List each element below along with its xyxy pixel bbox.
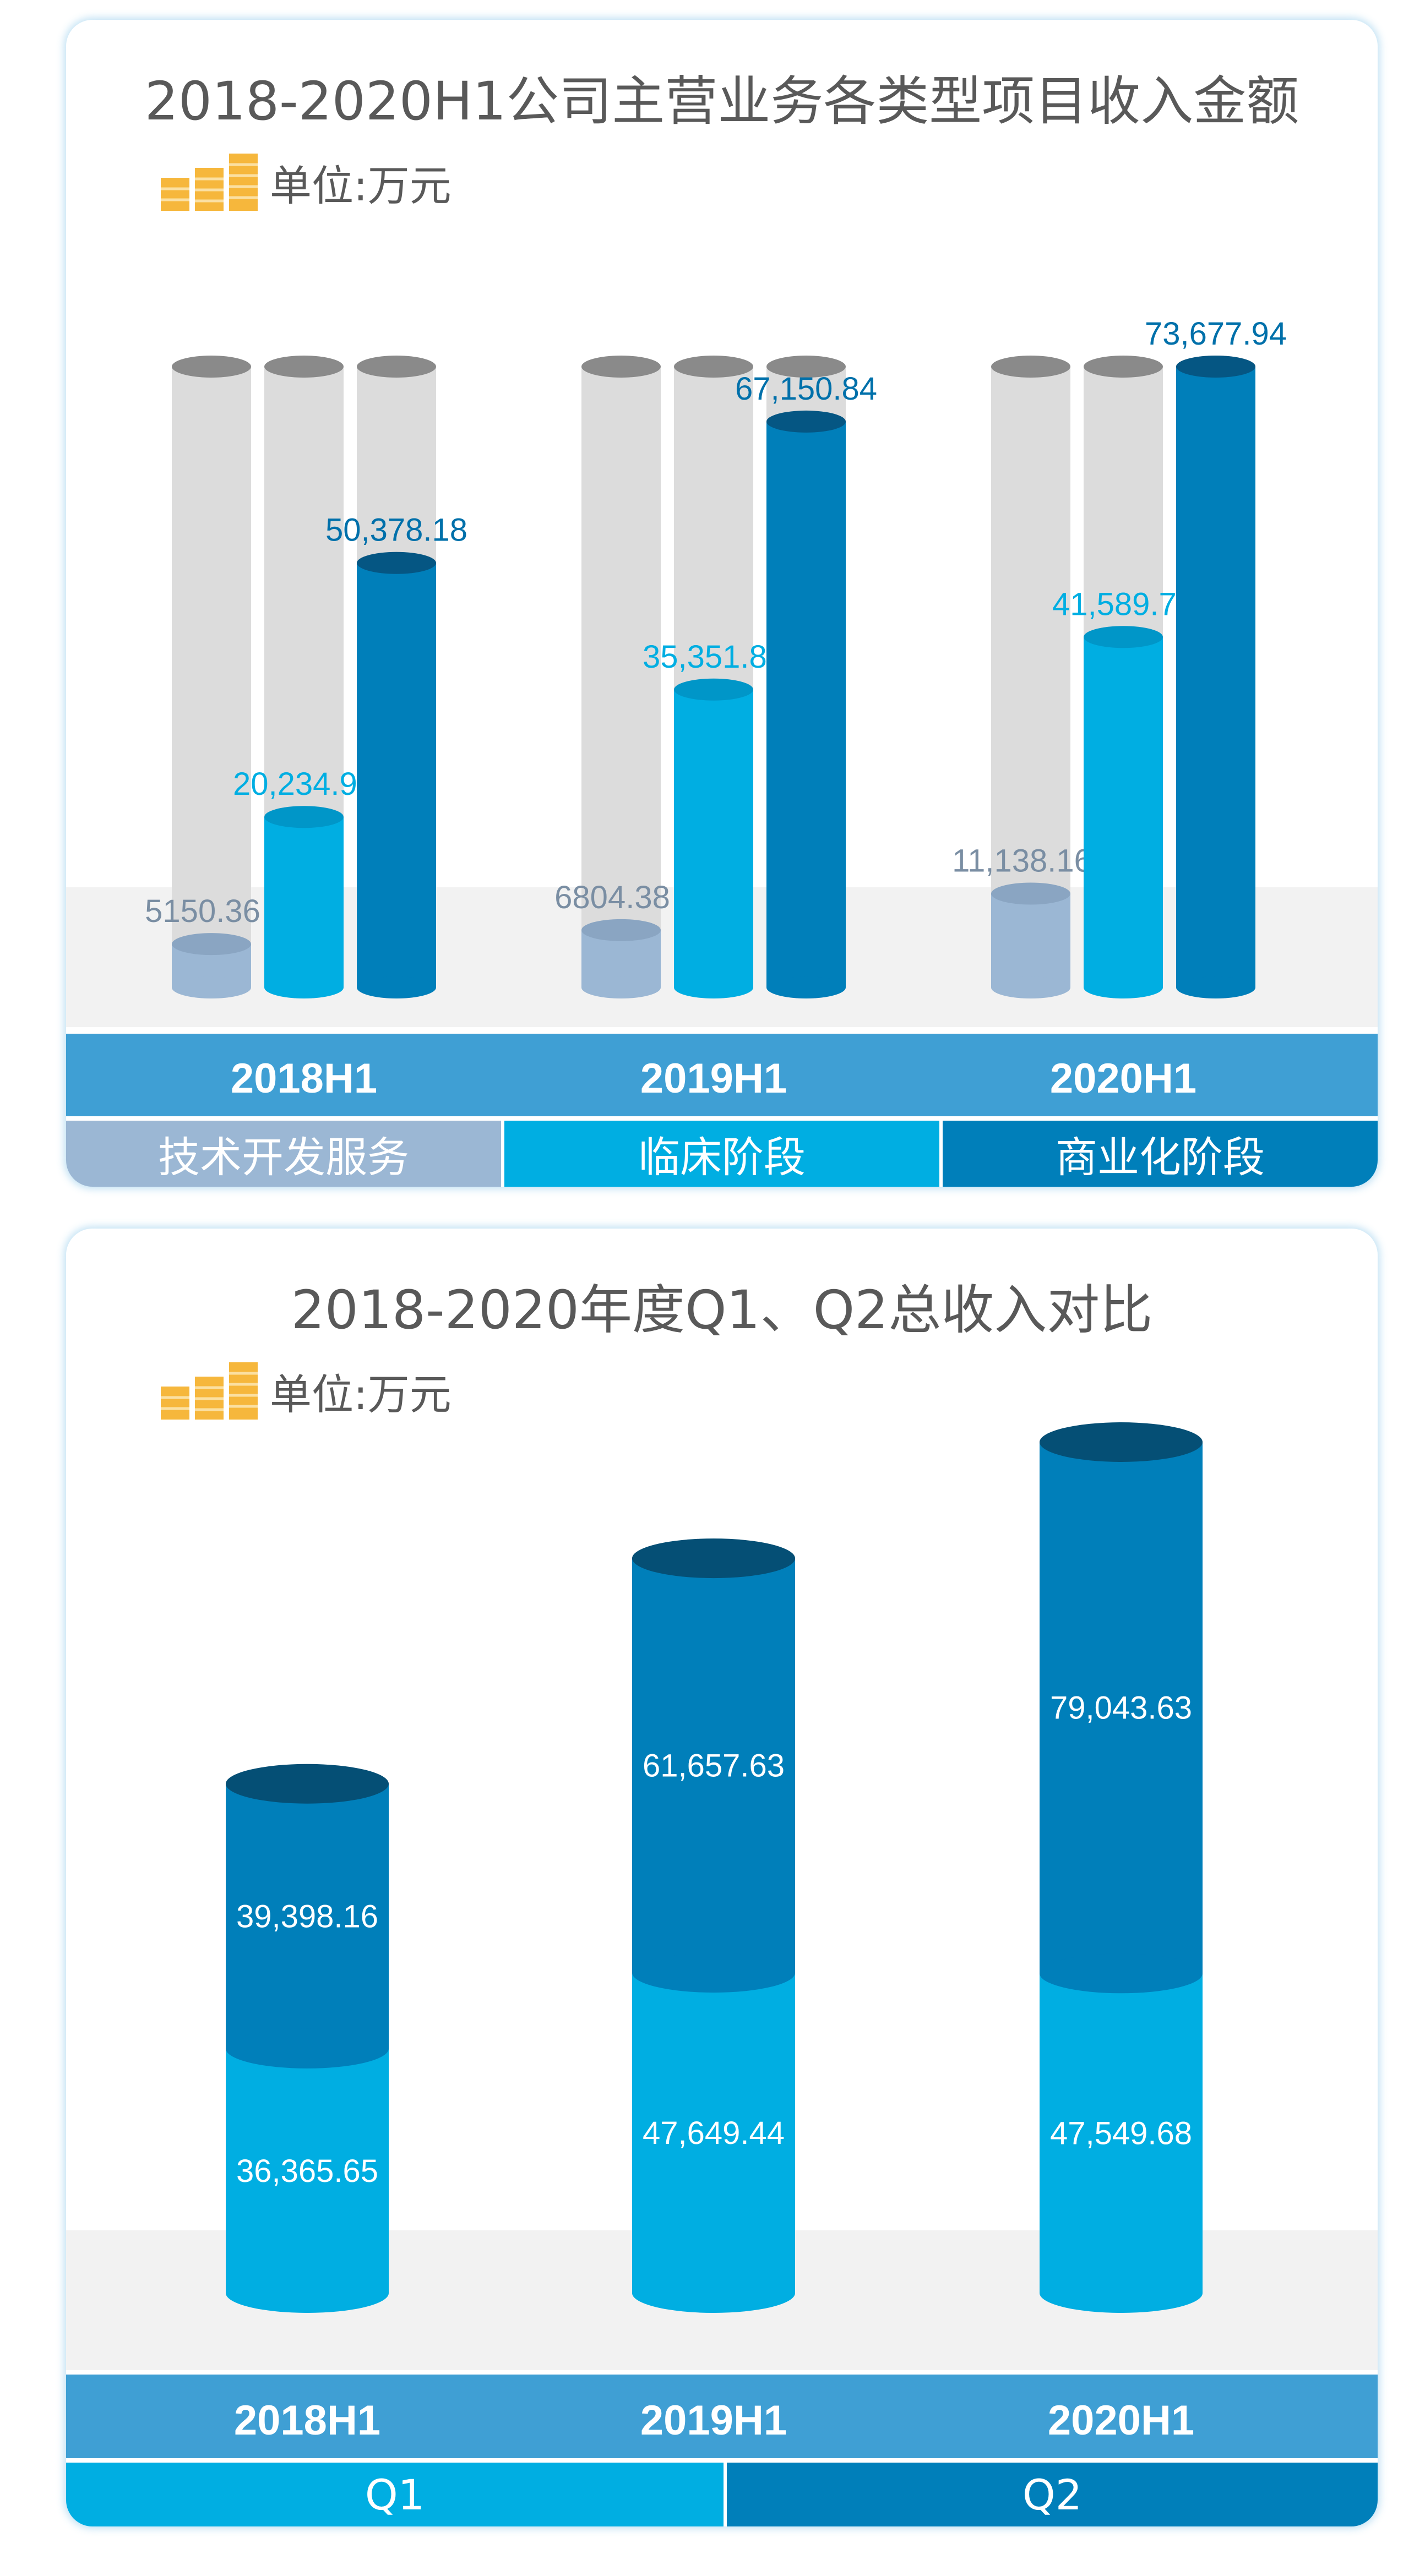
bar-q2-2020H1: [1040, 1442, 1203, 1974]
bar-base-2019H1-s2: [766, 976, 846, 998]
track-cap-2019H1-s0: [581, 356, 661, 378]
chart1-category-2018H1: 2018H1: [230, 1055, 378, 1102]
chart1-unit-label: 单位:万元: [270, 161, 452, 210]
track-2018H1-s0: [172, 367, 251, 987]
bar-cap-2019H1-s1: [674, 678, 753, 701]
track-cap-2018H1-s2: [357, 356, 436, 378]
bar-2020H1-s2: [1176, 367, 1255, 987]
bar-q1-2020H1: [1040, 1973, 1203, 2293]
bar-q2-bottom-2020H1: [1040, 1953, 1203, 1994]
data-label-2019H1-s1: 35,351.85: [643, 639, 785, 675]
bar-base-2018H1-s0: [172, 976, 251, 998]
track-cap-2019H1-s2: [766, 356, 846, 378]
bar-q1-base-2018H1: [226, 2273, 389, 2313]
bar-cap-2018H1-s2: [357, 552, 436, 574]
data-label-q1-2019H1: 47,649.44: [643, 2115, 785, 2151]
bar-top-cap-2019H1: [632, 1538, 795, 1579]
chart2-category-band: 2018H1 2019H1 2020H1: [66, 2375, 1378, 2458]
bar-q1-base-2019H1: [632, 2273, 795, 2313]
data-label-2020H1-s2: 73,677.94: [1145, 316, 1287, 352]
chart1-category-2020H1: 2020H1: [1049, 1055, 1197, 1102]
bar-top-cap-2018H1: [226, 1764, 389, 1804]
data-label-2019H1-s0: 6804.38: [554, 880, 670, 915]
data-label-2019H1-s2: 67,150.84: [735, 371, 877, 407]
bar-base-2020H1-s2: [1176, 976, 1255, 998]
bar-cap-2018H1-s1: [264, 806, 344, 828]
chart1-unit: 单位:万元: [161, 152, 452, 212]
bar-q1-2018H1: [226, 2048, 389, 2293]
bar-cap-2020H1-s2: [1176, 356, 1255, 378]
chart1-legend: 技术开发服务 临床阶段 商业化阶段: [66, 1121, 1378, 1187]
chart2-unit: 单位:万元: [161, 1361, 452, 1421]
bar-base-2019H1-s0: [581, 976, 661, 998]
chart2-plot: 36,365.65 39,398.16 47,649.44 61,657.63 47,5…: [66, 1422, 1378, 2370]
data-label-2020H1-s0: 11,138.16: [952, 843, 1092, 878]
q1-q2-revenue-comparison-panel: 2018-2020年度Q1、Q2总收入对比 单位:万元 36,365.65 39,…: [66, 1229, 1378, 2526]
data-label-2018H1-s2: 50,378.18: [325, 512, 467, 548]
bar-q2-bottom-2018H1: [226, 2028, 389, 2069]
data-label-2018H1-s1: 20,234.96: [233, 766, 375, 802]
bar-base-2020H1-s0: [991, 976, 1070, 998]
track-cap-2020H1-s0: [991, 356, 1070, 378]
legend-commercial-stage: 商业化阶段: [943, 1121, 1378, 1187]
chart2-category-2020H1: 2020H1: [1047, 2397, 1195, 2444]
bar-base-2019H1-s1: [674, 976, 753, 998]
data-label-2018H1-s0: 5150.36: [145, 893, 260, 929]
bar-cap-2019H1-s2: [766, 410, 846, 433]
bar-q2-2018H1: [226, 1783, 389, 2049]
data-label-q2-2018H1: 39,398.16: [236, 1898, 378, 1934]
chart2-category-2018H1: 2018H1: [233, 2397, 381, 2444]
chart1-category-band: 2018H1 2019H1 2020H1: [66, 1034, 1378, 1116]
legend-q2: Q2: [727, 2463, 1378, 2526]
chart1-plot: 5150.36 20,234.96 50,378.18 6804.38 35,351.8…: [66, 316, 1378, 1027]
coin-stack-icon: [161, 154, 258, 211]
track-cap-2018H1-s1: [264, 356, 344, 378]
data-label-q2-2019H1: 61,657.63: [643, 1748, 785, 1784]
bar-cap-2019H1-s0: [581, 919, 661, 941]
bar-2018H1-s1: [264, 817, 344, 987]
bar-q2-2019H1: [632, 1558, 795, 1973]
bar-2020H1-s0: [991, 893, 1070, 987]
chart1-title: 2018-2020H1公司主营业务各类型项目收入金额: [144, 70, 1299, 132]
bar-2019H1-s1: [674, 689, 753, 987]
bar-top-cap-2020H1: [1040, 1422, 1203, 1462]
bar-base-2018H1-s2: [357, 976, 436, 998]
track-2019H1-s0: [581, 367, 661, 987]
bar-q2-bottom-2019H1: [632, 1953, 795, 1993]
bar-q1-2019H1: [632, 1973, 795, 2293]
revenue-by-project-type-panel: 2018-2020H1公司主营业务各类型项目收入金额 单位:万元 5150.36…: [66, 20, 1378, 1187]
track-cap-2020H1-s1: [1084, 356, 1163, 378]
coin-stack-icon: [161, 1362, 258, 1420]
bar-base-2020H1-s1: [1084, 976, 1163, 998]
track-cap-2018H1-s0: [172, 356, 251, 378]
bar-base-2018H1-s1: [264, 976, 344, 998]
chart2-legend: Q1 Q2: [66, 2463, 1378, 2526]
bar-cap-2020H1-s0: [991, 882, 1070, 905]
data-label-2020H1-s1: 41,589.72: [1052, 586, 1194, 622]
chart2-category-2019H1: 2019H1: [640, 2397, 787, 2444]
bar-cap-2018H1-s0: [172, 933, 251, 956]
bar-2018H1-s2: [357, 563, 436, 987]
track-cap-2019H1-s1: [674, 356, 753, 378]
data-label-q1-2018H1: 36,365.65: [236, 2153, 378, 2189]
data-label-q2-2020H1: 79,043.63: [1050, 1690, 1192, 1726]
bar-2019H1-s2: [766, 421, 846, 987]
chart1-category-2019H1: 2019H1: [640, 1055, 787, 1102]
bar-2020H1-s1: [1084, 637, 1163, 987]
bar-cap-2020H1-s1: [1084, 626, 1163, 648]
legend-clinical-stage: 临床阶段: [504, 1121, 939, 1187]
data-label-q1-2020H1: 47,549.68: [1050, 2116, 1192, 2152]
legend-q1: Q1: [66, 2463, 724, 2526]
legend-tech-dev-service: 技术开发服务: [66, 1121, 501, 1187]
chart2-unit-label: 单位:万元: [270, 1370, 452, 1419]
chart2-title: 2018-2020年度Q1、Q2总收入对比: [291, 1279, 1153, 1341]
bar-q1-base-2020H1: [1040, 2273, 1203, 2313]
